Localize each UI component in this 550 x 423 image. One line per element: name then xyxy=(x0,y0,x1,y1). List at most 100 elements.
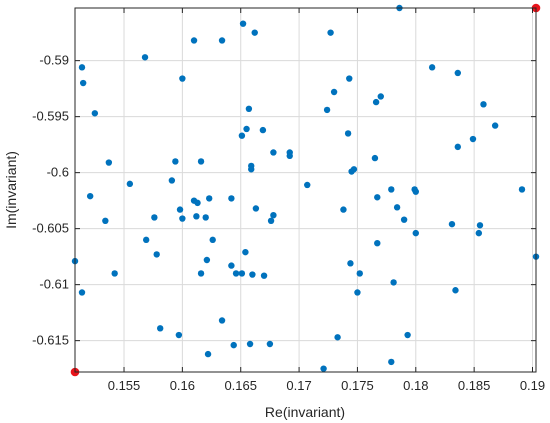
data-point xyxy=(412,229,419,237)
data-point xyxy=(78,289,86,296)
data-point xyxy=(469,135,477,143)
x-tick-label: 0.155 xyxy=(108,378,141,393)
data-point xyxy=(452,287,459,294)
data-point xyxy=(179,75,186,82)
data-point xyxy=(260,272,268,279)
data-point xyxy=(259,126,267,134)
x-axis-label: Re(invariant) xyxy=(265,404,345,420)
data-point xyxy=(228,262,235,269)
data-point xyxy=(197,270,205,277)
data-point xyxy=(491,122,499,129)
data-point xyxy=(156,325,164,332)
data-point xyxy=(480,101,487,108)
data-point xyxy=(330,88,338,96)
data-point xyxy=(218,317,226,324)
data-point xyxy=(245,105,253,113)
data-point xyxy=(476,222,484,229)
data-point xyxy=(428,64,436,71)
data-point xyxy=(91,110,99,117)
data-point xyxy=(248,166,255,173)
data-point xyxy=(377,93,384,100)
data-point xyxy=(518,186,526,193)
data-point xyxy=(86,192,94,200)
data-point xyxy=(202,214,209,221)
data-point xyxy=(209,236,216,244)
data-point xyxy=(179,215,186,222)
data-point xyxy=(172,158,179,165)
data-point xyxy=(218,37,226,44)
data-point xyxy=(249,271,256,278)
data-point xyxy=(206,195,213,202)
data-point xyxy=(203,256,211,264)
data-point xyxy=(304,181,311,189)
data-point xyxy=(102,217,109,224)
data-point xyxy=(142,236,150,244)
data-point xyxy=(334,334,341,341)
data-point xyxy=(347,260,354,267)
data-point xyxy=(230,341,237,349)
y-tick-label: -0.595 xyxy=(32,109,69,124)
data-point xyxy=(197,158,205,165)
data-point xyxy=(323,106,331,114)
y-tick-label: -0.61 xyxy=(39,277,69,292)
x-axis-ticks: 0.155 0.16 0.165 0.17 0.175 0.18 0.185 0.19 xyxy=(108,8,545,393)
data-point xyxy=(246,340,254,348)
data-point xyxy=(153,251,160,258)
data-point xyxy=(78,64,86,71)
data-point xyxy=(390,279,397,286)
y-tick-label: -0.6 xyxy=(47,165,69,180)
data-point xyxy=(350,166,358,173)
data-point xyxy=(238,270,246,277)
data-point xyxy=(228,195,235,202)
x-tick-label: 0.19 xyxy=(520,378,545,393)
data-point xyxy=(168,177,176,184)
data-point xyxy=(79,79,87,87)
data-point xyxy=(346,75,353,82)
x-tick-label: 0.175 xyxy=(341,378,374,393)
x-tick-label: 0.17 xyxy=(286,378,311,393)
data-point xyxy=(374,240,381,247)
data-point xyxy=(448,220,456,228)
data-point xyxy=(388,186,395,193)
data-point xyxy=(238,132,246,139)
data-point xyxy=(371,154,379,162)
data-point xyxy=(320,365,327,372)
y-axis-ticks: -0.615 -0.61 -0.605 -0.6 -0.595 -0.59 xyxy=(32,53,536,348)
x-tick-label: 0.165 xyxy=(224,378,257,393)
plot-frame xyxy=(74,7,537,373)
data-point xyxy=(374,194,381,201)
data-point xyxy=(232,270,240,277)
data-point xyxy=(354,289,361,296)
data-point xyxy=(239,20,247,27)
data-point xyxy=(400,216,408,223)
data-point xyxy=(475,229,483,237)
data-point xyxy=(105,159,113,166)
data-point xyxy=(270,212,277,219)
data-point xyxy=(242,248,249,256)
data-point xyxy=(412,188,419,195)
y-axis-label: Im(invariant) xyxy=(3,151,19,229)
data-point xyxy=(286,149,293,156)
x-tick-label: 0.18 xyxy=(403,378,428,393)
data-point xyxy=(175,331,183,339)
data-point xyxy=(176,206,184,213)
y-tick-label: -0.605 xyxy=(32,221,69,236)
data-point xyxy=(454,69,462,77)
data-point xyxy=(327,29,334,36)
plot-background xyxy=(75,8,536,372)
y-tick-label: -0.615 xyxy=(32,333,69,348)
data-point xyxy=(252,205,260,212)
data-point xyxy=(194,199,201,207)
data-point xyxy=(141,54,149,61)
data-point xyxy=(126,180,134,188)
data-point xyxy=(267,217,275,224)
x-tick-label: 0.185 xyxy=(458,378,491,393)
y-tick-label: -0.59 xyxy=(39,53,69,68)
data-point xyxy=(388,358,395,366)
data-point xyxy=(270,149,277,156)
data-point xyxy=(251,29,258,36)
data-point xyxy=(356,270,363,277)
data-point xyxy=(393,204,401,211)
data-point xyxy=(243,125,250,133)
